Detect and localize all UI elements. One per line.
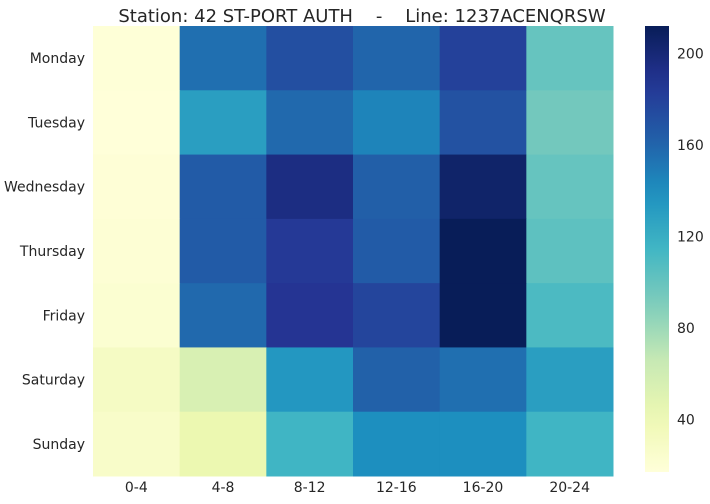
y-tick-label: Sunday bbox=[33, 437, 85, 453]
x-tick-label: 16-20 bbox=[463, 480, 504, 496]
colorbar bbox=[645, 26, 669, 472]
heatmap-cell bbox=[93, 347, 181, 413]
heatmap-cell bbox=[353, 154, 441, 220]
heatmap-cell bbox=[179, 218, 267, 284]
heatmap-cell bbox=[266, 411, 354, 477]
colorbar-ticks: 40 80 120 160 200 bbox=[677, 46, 704, 428]
y-tick-label: Thursday bbox=[19, 244, 85, 260]
heatmap-cell bbox=[266, 90, 354, 156]
heatmap-cell bbox=[93, 283, 181, 348]
heatmap-cell bbox=[439, 90, 527, 156]
heatmap-cell bbox=[526, 154, 614, 220]
y-tick-label: Wednesday bbox=[4, 180, 85, 196]
heatmap-cell bbox=[526, 90, 614, 156]
y-axis-ticks: Monday Tuesday Wednesday Thursday Friday Satu… bbox=[4, 51, 85, 453]
heatmap-cell bbox=[353, 90, 441, 156]
heatmap-cell bbox=[439, 154, 527, 220]
heatmap-cell bbox=[93, 218, 181, 284]
colorbar-tick-label: 40 bbox=[677, 412, 695, 428]
heatmap-cell bbox=[266, 218, 354, 284]
heatmap-cell bbox=[353, 26, 441, 91]
heatmap-cell bbox=[179, 411, 267, 477]
heatmap-cell bbox=[439, 218, 527, 284]
y-tick-label: Tuesday bbox=[27, 115, 85, 131]
heatmap-cell bbox=[526, 411, 614, 477]
heatmap-cell bbox=[353, 411, 441, 477]
heatmap-cell bbox=[266, 154, 354, 220]
heatmap-cell bbox=[179, 154, 267, 220]
heatmap-cell bbox=[266, 283, 354, 348]
heatmap-cell bbox=[266, 347, 354, 413]
y-tick-label: Saturday bbox=[22, 373, 85, 389]
heatmap-cell bbox=[179, 26, 267, 91]
heatmap-cell bbox=[439, 283, 527, 348]
colorbar-tick-label: 80 bbox=[677, 321, 695, 337]
heatmap-cell bbox=[526, 283, 614, 348]
colorbar-tick-label: 160 bbox=[677, 138, 704, 154]
heatmap-cell bbox=[353, 347, 441, 413]
heatmap-cell bbox=[439, 26, 527, 91]
x-tick-label: 4-8 bbox=[212, 480, 235, 496]
heatmap-cell bbox=[93, 90, 181, 156]
colorbar-tick-label: 120 bbox=[677, 229, 704, 245]
heatmap-cells bbox=[93, 26, 614, 477]
x-tick-label: 8-12 bbox=[294, 480, 326, 496]
y-tick-label: Friday bbox=[43, 308, 85, 324]
heatmap-cell bbox=[526, 347, 614, 413]
y-tick-label: Monday bbox=[30, 51, 85, 67]
x-axis-ticks: 0-4 4-8 8-12 12-16 16-20 20-24 bbox=[125, 480, 590, 496]
heatmap-cell bbox=[93, 411, 181, 477]
heatmap-cell bbox=[526, 218, 614, 284]
heatmap-cell bbox=[179, 283, 267, 348]
heatmap-cell bbox=[353, 218, 441, 284]
heatmap-cell bbox=[179, 347, 267, 413]
heatmap-cell bbox=[526, 26, 614, 91]
heatmap-cell bbox=[439, 347, 527, 413]
heatmap-cell bbox=[353, 283, 441, 348]
x-tick-label: 20-24 bbox=[549, 480, 590, 496]
heatmap-cell bbox=[439, 411, 527, 477]
x-tick-label: 12-16 bbox=[376, 480, 417, 496]
colorbar-tick-label: 200 bbox=[677, 46, 704, 62]
heatmap-cell bbox=[93, 154, 181, 220]
heatmap-cell bbox=[266, 26, 354, 91]
x-tick-label: 0-4 bbox=[125, 480, 148, 496]
heatmap-cell bbox=[179, 90, 267, 156]
chart-title: Station: 42 ST-PORT AUTH - Line: 1237ACE… bbox=[118, 6, 606, 27]
heatmap-cell bbox=[93, 26, 181, 91]
